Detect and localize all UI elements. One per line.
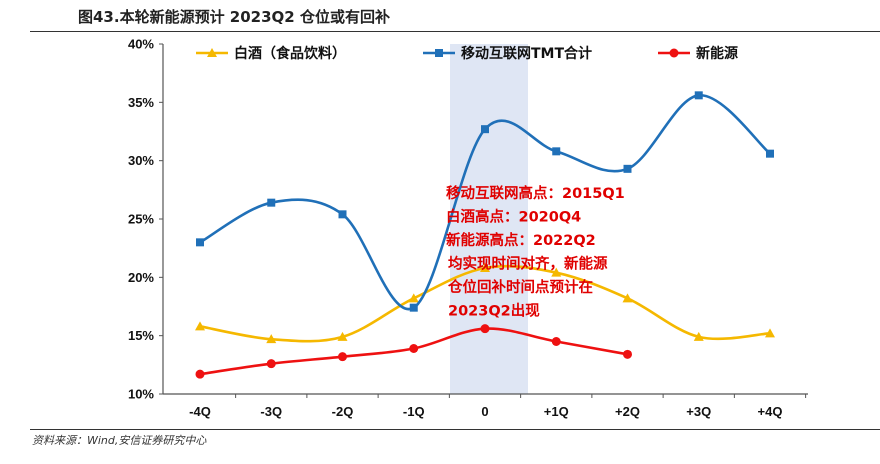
legend-label: 移动互联网TMT合计 xyxy=(461,45,592,62)
series-0 xyxy=(195,263,775,344)
x-tick-label: -4Q xyxy=(189,404,211,419)
y-tick-label: 40% xyxy=(128,37,154,52)
data-point xyxy=(266,359,276,369)
annotation-line: 白酒高点：2020Q4 xyxy=(446,208,581,226)
data-point xyxy=(337,331,348,341)
data-point xyxy=(693,331,704,341)
data-point xyxy=(338,210,347,219)
series-2 xyxy=(195,324,632,379)
data-point xyxy=(765,328,775,338)
data-point xyxy=(338,352,347,362)
data-point xyxy=(195,321,205,331)
data-point xyxy=(480,263,490,272)
x-tick-label: 0 xyxy=(481,404,488,419)
annotation-line: 新能源高点：2022Q2 xyxy=(446,231,596,249)
legend-marker xyxy=(669,48,679,58)
legend-label: 白酒（食品饮料） xyxy=(234,45,346,62)
series-line xyxy=(199,94,771,311)
data-point xyxy=(694,91,703,100)
x-tick-label: -2Q xyxy=(332,404,354,419)
legend-marker xyxy=(435,49,443,57)
legend-marker xyxy=(207,48,217,57)
data-point xyxy=(481,125,489,134)
data-point xyxy=(409,344,419,353)
x-tick-label: +4Q xyxy=(758,404,783,419)
annotation-line: 均实现时间对齐，新能源 xyxy=(448,255,608,273)
y-tick-label: 25% xyxy=(128,212,154,227)
data-point xyxy=(622,293,633,303)
data-point xyxy=(266,334,277,344)
legend-label: 新能源 xyxy=(696,45,738,62)
y-tick-label: 10% xyxy=(128,387,154,402)
y-tick-label: 20% xyxy=(128,270,154,285)
annotation-line: 2023Q2出现 xyxy=(448,302,540,320)
data-point xyxy=(409,303,418,312)
x-tick-label: +2Q xyxy=(615,404,640,419)
source-note: 资料来源：Wind,安信证券研究中心 xyxy=(32,434,207,447)
x-tick-label: +1Q xyxy=(544,404,569,419)
data-point xyxy=(196,238,204,247)
y-tick-label: 15% xyxy=(128,328,154,343)
annotation-line: 移动互联网高点：2015Q1 xyxy=(446,184,625,202)
top-rule xyxy=(30,31,880,32)
highlight-band xyxy=(450,44,528,394)
figure-title: 图43.本轮新能源预计 2023Q2 仓位或有回补 xyxy=(78,8,390,26)
data-point xyxy=(623,164,632,173)
data-point xyxy=(551,267,562,277)
x-tick-label: +3Q xyxy=(686,404,711,419)
data-point xyxy=(408,293,419,303)
data-point xyxy=(267,198,276,207)
y-tick-label: 30% xyxy=(128,153,154,168)
data-point xyxy=(766,149,774,158)
data-point xyxy=(551,337,561,346)
data-point xyxy=(552,147,561,156)
bottom-rule xyxy=(30,429,880,430)
data-point xyxy=(480,324,490,334)
data-point xyxy=(195,369,205,379)
x-tick-label: -3Q xyxy=(260,404,282,419)
annotation-line: 仓位回补时间点预计在 xyxy=(447,278,593,296)
y-tick-label: 35% xyxy=(128,95,154,110)
data-point xyxy=(623,349,632,359)
x-tick-label: -1Q xyxy=(403,404,425,419)
series-1 xyxy=(196,91,774,312)
